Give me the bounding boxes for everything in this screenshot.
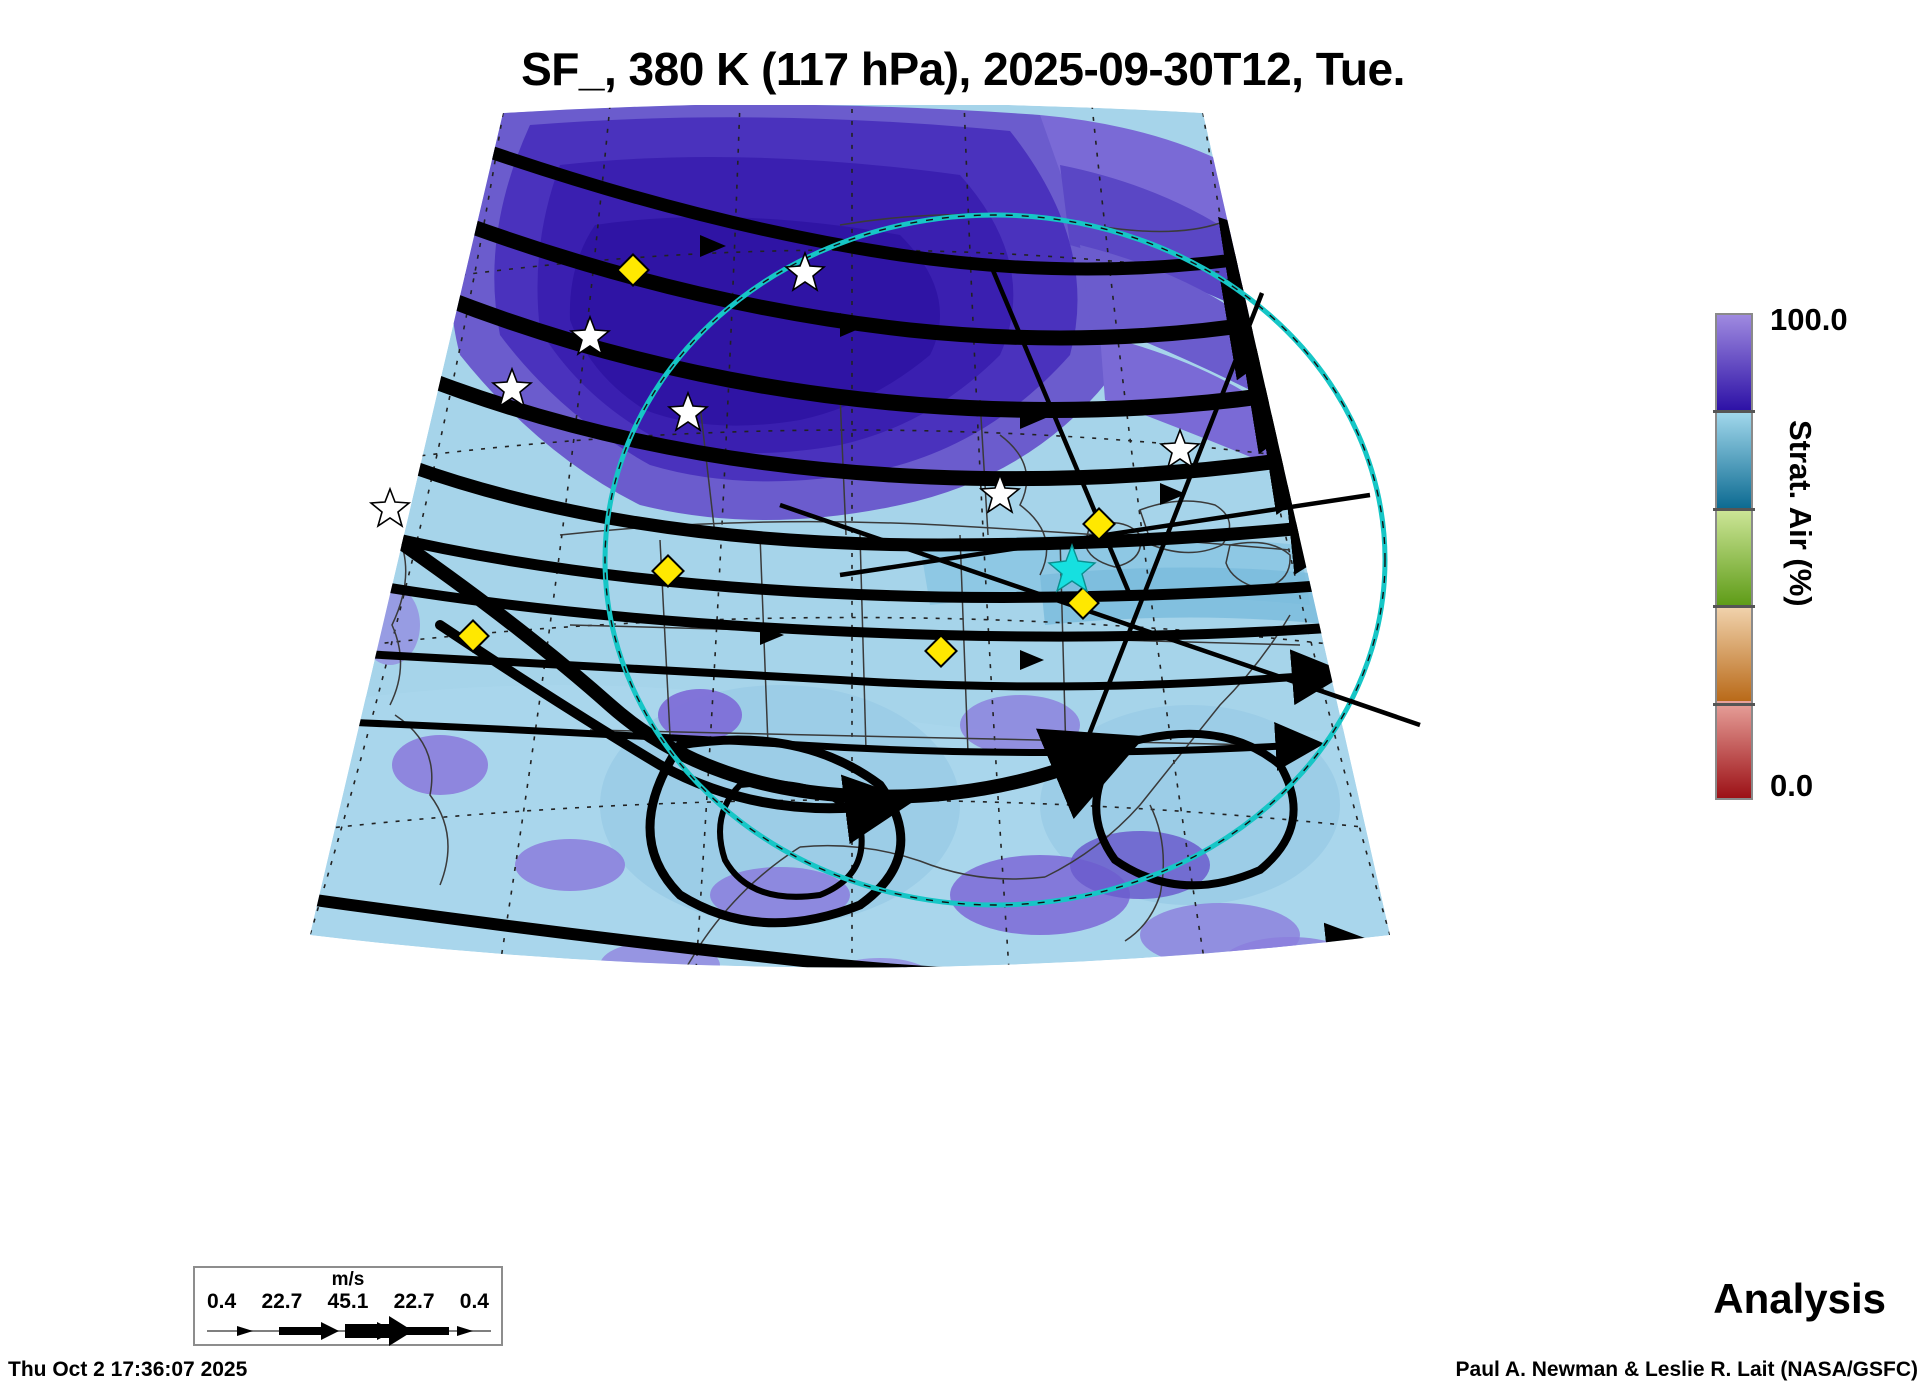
city-marker-layer[interactable] — [368, 250, 1202, 528]
colorbar-segment-green — [1717, 508, 1751, 605]
map-panel[interactable] — [140, 105, 1560, 1035]
colorbar-segment-blue — [1717, 411, 1751, 509]
wind-value: 0.4 — [459, 1290, 489, 1313]
flight-track-layer[interactable] — [779, 267, 1421, 746]
wind-values-row: 0.4 22.7 45.1 22.7 0.4 — [195, 1290, 501, 1314]
city-marker[interactable] — [368, 486, 412, 528]
city-marker[interactable] — [1158, 427, 1202, 469]
flight-range-circle[interactable] — [602, 212, 1388, 908]
city-marker[interactable] — [568, 314, 612, 356]
colorbar-max-label: 100.0 — [1770, 302, 1848, 337]
colorbar-tick — [1713, 507, 1755, 511]
colorbar-segment-red — [1717, 701, 1751, 798]
streamline-layer — [310, 138, 1390, 968]
colorbar-tick — [1713, 702, 1755, 706]
station-marker[interactable] — [924, 634, 958, 668]
wind-units-label: m/s — [331, 1269, 365, 1290]
colorbar-min-label: 0.0 — [1770, 768, 1814, 803]
colorbar-tick — [1713, 605, 1755, 609]
station-marker[interactable] — [1066, 586, 1100, 620]
station-marker[interactable] — [1082, 507, 1116, 541]
colorbar-segment-violet — [1717, 315, 1751, 412]
colorbar-tick — [1713, 410, 1755, 414]
wind-value: 22.7 — [261, 1290, 303, 1313]
colorbar-panel: 100.0 0.0 Strat. Air (%) — [1700, 300, 1926, 820]
generated-timestamp: Thu Oct 2 17:36:07 2025 — [8, 1358, 248, 1381]
author-credit: Paul A. Newman & Leslie R. Lait (NASA/GS… — [1455, 1358, 1918, 1381]
wind-arrow-scale — [207, 1316, 491, 1346]
city-marker[interactable] — [783, 250, 827, 292]
city-marker[interactable] — [666, 390, 710, 432]
colorbar-axis-title: Strat. Air (%) — [1783, 420, 1818, 607]
center-location-marker[interactable] — [1047, 543, 1097, 593]
colorbar-gradient — [1715, 313, 1753, 800]
map-canvas[interactable] — [140, 105, 1560, 1035]
page-title: SF_, 380 K (117 hPa), 2025-09-30T12, Tue… — [521, 43, 1405, 95]
station-marker[interactable] — [616, 253, 650, 287]
analysis-label: Analysis — [1713, 1275, 1886, 1322]
wind-value: 0.4 — [207, 1290, 237, 1313]
colorbar-segment-orange — [1717, 604, 1751, 702]
wind-value: 45.1 — [327, 1290, 369, 1313]
station-marker[interactable] — [456, 619, 490, 653]
city-marker[interactable] — [490, 366, 534, 408]
wind-scale-legend: m/s 0.4 22.7 45.1 22.7 0.4 — [193, 1266, 503, 1346]
station-marker[interactable] — [651, 554, 685, 588]
wind-value: 22.7 — [393, 1290, 435, 1313]
station-marker-layer[interactable] — [456, 253, 1116, 668]
city-marker[interactable] — [978, 472, 1022, 514]
